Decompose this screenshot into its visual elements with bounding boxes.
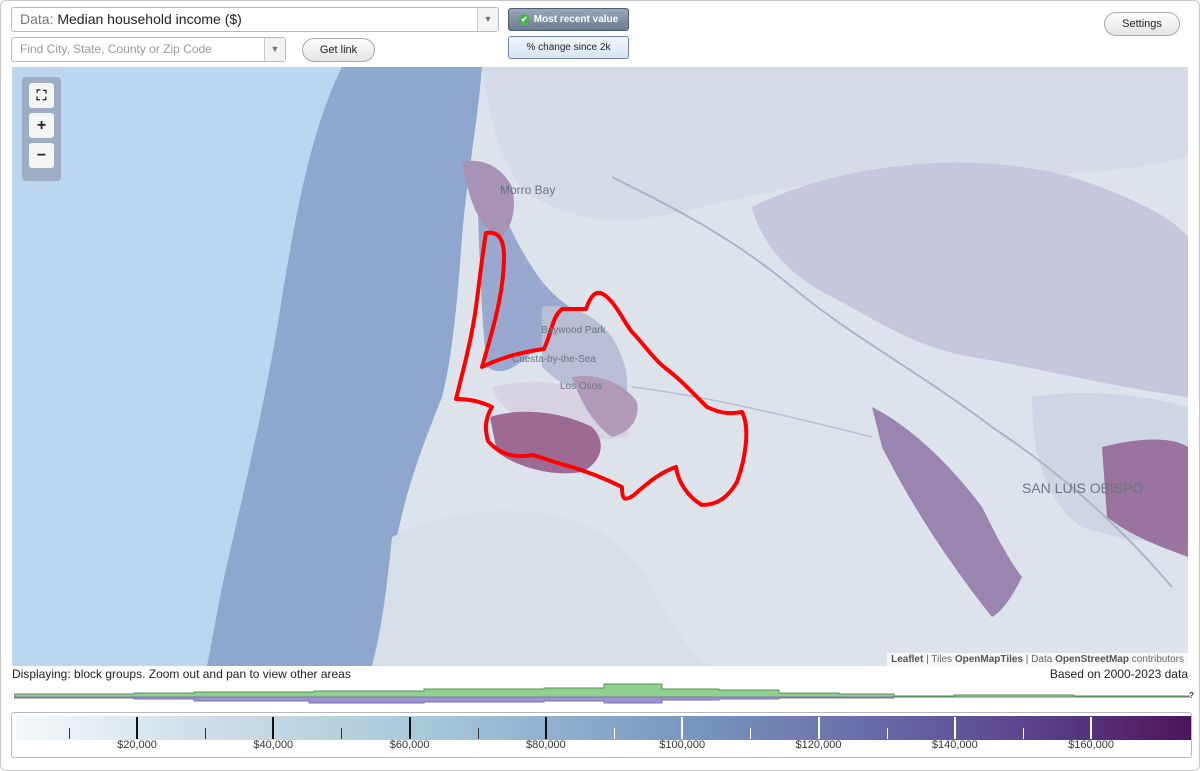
legend-major-tick: [544, 717, 547, 739]
legend-tick-label: $140,000: [931, 739, 978, 751]
legend-minor-tick: [68, 728, 70, 739]
openstreetmap-link[interactable]: OpenStreetMap: [1055, 654, 1129, 665]
attribution-sep-data: | Data: [1025, 654, 1053, 665]
legend-tick-label: $60,000: [389, 739, 430, 751]
histogram-purple: [14, 696, 895, 704]
legend-tick-label: $120,000: [795, 739, 842, 751]
most-recent-value-label: Most recent value: [533, 14, 619, 25]
legend-minor-tick: [205, 728, 207, 739]
legend-major-tick: [408, 717, 411, 739]
legend-tick-label: $40,000: [253, 739, 294, 751]
legend-major-tick: [817, 717, 820, 739]
data-select-value: Median household income ($): [57, 11, 242, 27]
data-select-prefix: Data:: [20, 11, 54, 27]
most-recent-value-button[interactable]: ✔ Most recent value: [508, 8, 629, 31]
place-label-baywood-park: Baywood Park: [541, 325, 606, 336]
legend-minor-tick: [886, 728, 888, 739]
search-chevron-down-icon[interactable]: ▼: [264, 38, 285, 61]
map-attribution: Leaflet | Tiles OpenMapTiles | Data Open…: [887, 653, 1188, 666]
legend-tick-label: $80,000: [526, 739, 566, 751]
zoom-in-button[interactable]: +: [29, 113, 54, 138]
map-canvas[interactable]: [12, 67, 1188, 666]
legend-minor-tick: [614, 728, 616, 739]
high-income-corridor: [872, 407, 1022, 617]
histogram-green: [14, 683, 1190, 698]
income-histogram: [14, 683, 1190, 704]
attribution-sep-tiles: | Tiles: [926, 654, 953, 665]
legend-minor-tick: [341, 728, 343, 739]
road: [631, 386, 873, 438]
legend-gradient: [16, 716, 1191, 740]
inland-zone-1: [752, 162, 1188, 397]
los-osos-east-zone: [572, 376, 638, 437]
ocean-area: [12, 67, 342, 666]
legend-tick-label: $100,000: [659, 739, 706, 751]
legend-minor-tick: [750, 728, 752, 739]
zoom-out-button[interactable]: −: [29, 143, 54, 168]
legend-tick-label: $20,000: [117, 739, 157, 751]
search-input[interactable]: Find City, State, County or Zip Code ▼: [11, 37, 286, 62]
legend-major-tick: [272, 717, 275, 739]
north-hills: [482, 67, 1188, 221]
morro-bay-town: [462, 160, 514, 237]
place-label-morro-bay: Morro Bay: [500, 183, 556, 197]
percent-change-button[interactable]: % change since 2k: [508, 36, 629, 59]
selected-area-outline: [454, 230, 749, 507]
legend-major-tick: [681, 717, 684, 739]
color-legend: $20,000 $40,000 $60,000 $80,000 $100,000 $120…: [11, 712, 1192, 758]
legend-major-tick: [953, 717, 956, 739]
leaflet-link[interactable]: Leaflet: [891, 654, 924, 665]
coastal-water: [207, 67, 482, 666]
search-placeholder: Find City, State, County or Zip Code: [20, 42, 212, 56]
legend-minor-tick: [1022, 728, 1024, 739]
legend-tick-label: $160,000: [1068, 739, 1115, 751]
chevron-down-icon[interactable]: ▼: [477, 8, 498, 31]
data-select[interactable]: Data: Median household income ($) ▼: [11, 7, 499, 32]
attribution-contributors: contributors: [1131, 654, 1184, 665]
legend-major-tick: [136, 717, 138, 739]
place-label-cuesta-by-the-sea: Cuesta-by-the-Sea: [512, 354, 596, 365]
place-label-los-osos: Los Osos: [560, 381, 603, 392]
slo-high-income: [1102, 439, 1188, 557]
display-note: Displaying: block groups. Zoom out and p…: [12, 667, 351, 681]
data-range-note: Based on 2000-2023 data: [1049, 667, 1188, 681]
highway: [611, 176, 1173, 588]
map-layer: [12, 67, 1188, 666]
place-label-san-luis-obispo: SAN LUIS OBISPO: [1022, 480, 1144, 496]
legend-minor-tick: [477, 728, 479, 739]
unknown-value-mark: ?: [1189, 691, 1194, 700]
check-icon: ✔: [518, 13, 530, 25]
southern-hills: [372, 510, 712, 666]
fullscreen-icon[interactable]: ⛶: [29, 83, 54, 108]
legend-major-tick: [1090, 717, 1093, 739]
get-link-button[interactable]: Get link: [302, 38, 375, 62]
openmaptiles-link[interactable]: OpenMapTiles: [954, 654, 1023, 665]
zoom-controls: ⛶ + −: [22, 77, 61, 181]
settings-button[interactable]: Settings: [1104, 12, 1180, 36]
